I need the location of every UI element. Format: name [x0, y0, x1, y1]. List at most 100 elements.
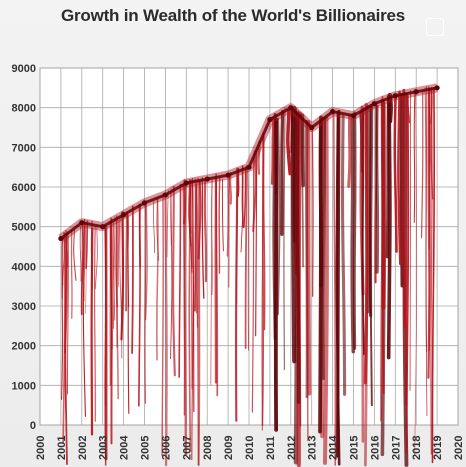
- drip: [228, 175, 230, 288]
- drip: [94, 226, 96, 422]
- corner-square-icon: [426, 18, 444, 36]
- drip: [131, 205, 134, 355]
- drip: [270, 116, 276, 185]
- x-tick-label: 2013: [307, 436, 319, 460]
- x-tick-label: 2016: [369, 436, 381, 460]
- x-tick-label: 2002: [77, 436, 89, 460]
- drip: [427, 86, 430, 352]
- drip: [405, 93, 409, 406]
- drip: [236, 170, 238, 304]
- drip: [350, 117, 356, 354]
- drip: [311, 128, 314, 297]
- x-tick-label: 2005: [140, 436, 152, 460]
- drip: [283, 107, 286, 371]
- y-tick-label: 3000: [12, 301, 36, 313]
- drip: [428, 88, 431, 250]
- drip: [251, 156, 255, 413]
- drip: [255, 148, 258, 337]
- drip: [67, 231, 69, 395]
- drip: [322, 115, 329, 465]
- data-point: [309, 124, 315, 131]
- x-tick-label: 2015: [349, 436, 361, 460]
- drip: [407, 96, 411, 124]
- chart-title: Growth in Wealth of the World's Billiona…: [60, 6, 406, 25]
- drip: [194, 183, 198, 312]
- data-point: [288, 105, 294, 111]
- drip: [306, 120, 312, 396]
- y-tick-label: 7000: [12, 142, 36, 154]
- drip: [363, 103, 369, 385]
- drip: [375, 104, 380, 274]
- x-tick-label: 2007: [181, 436, 193, 460]
- drip: [424, 87, 428, 353]
- data-point: [141, 200, 148, 206]
- drip-marks: [60, 86, 436, 467]
- y-tick-label: 9000: [12, 63, 36, 75]
- drip: [201, 177, 205, 299]
- drip: [385, 94, 391, 259]
- x-tick-label: 2008: [202, 436, 214, 460]
- drip: [164, 197, 168, 467]
- drip: [243, 168, 246, 228]
- y-tick-label: 2000: [12, 341, 36, 353]
- drip: [116, 219, 120, 348]
- drip: [203, 180, 208, 283]
- drip: [333, 112, 337, 466]
- drip: [172, 185, 176, 377]
- y-axis-ticks: 0 1000 2000 3000 4000 5000 6000 7000 8000 9000: [12, 63, 36, 432]
- drip: [161, 193, 164, 457]
- drip: [369, 103, 373, 407]
- drip: [361, 108, 365, 356]
- x-tick-label: 2010: [244, 436, 256, 460]
- drip: [73, 228, 77, 281]
- drip: [153, 201, 155, 254]
- data-point: [100, 224, 106, 230]
- x-tick-label: 2017: [390, 436, 402, 460]
- drip: [280, 109, 285, 236]
- data-point: [371, 101, 377, 107]
- y-tick-label: 5000: [12, 222, 36, 234]
- drip: [144, 205, 148, 321]
- drip: [261, 132, 265, 427]
- y-tick-label: 6000: [12, 182, 36, 194]
- x-tick-label: 2012: [286, 436, 298, 460]
- drip: [430, 86, 433, 455]
- drip: [118, 217, 121, 287]
- drip: [286, 108, 292, 176]
- drip: [192, 184, 195, 413]
- data-point: [204, 176, 210, 182]
- drip: [60, 240, 64, 400]
- drip: [318, 115, 323, 434]
- data-point: [434, 85, 440, 91]
- data-point: [58, 235, 64, 242]
- data-point: [183, 180, 189, 186]
- drip: [414, 93, 418, 456]
- drip: [295, 110, 301, 405]
- drip: [221, 179, 224, 252]
- drip: [112, 222, 115, 329]
- drip: [211, 177, 213, 296]
- drip: [70, 229, 73, 319]
- y-tick-label: 8000: [12, 103, 36, 115]
- drip: [85, 220, 89, 270]
- data-point: [162, 192, 168, 198]
- data-point: [225, 172, 231, 178]
- drip: [218, 176, 221, 274]
- drip: [125, 213, 128, 312]
- x-tick-label: 2014: [328, 435, 340, 460]
- drip: [244, 165, 248, 350]
- x-tick-label: 2001: [56, 436, 68, 460]
- data-point: [79, 220, 85, 226]
- drip: [413, 88, 416, 223]
- drip: [226, 178, 229, 257]
- drip: [178, 183, 182, 378]
- data-point: [121, 212, 127, 218]
- drip: [420, 90, 424, 239]
- drip: [197, 180, 202, 260]
- y-tick-label: 1000: [12, 380, 36, 392]
- x-tick-label: 2018: [411, 436, 423, 460]
- drip: [228, 172, 233, 205]
- drip: [166, 189, 169, 258]
- drip: [127, 214, 130, 308]
